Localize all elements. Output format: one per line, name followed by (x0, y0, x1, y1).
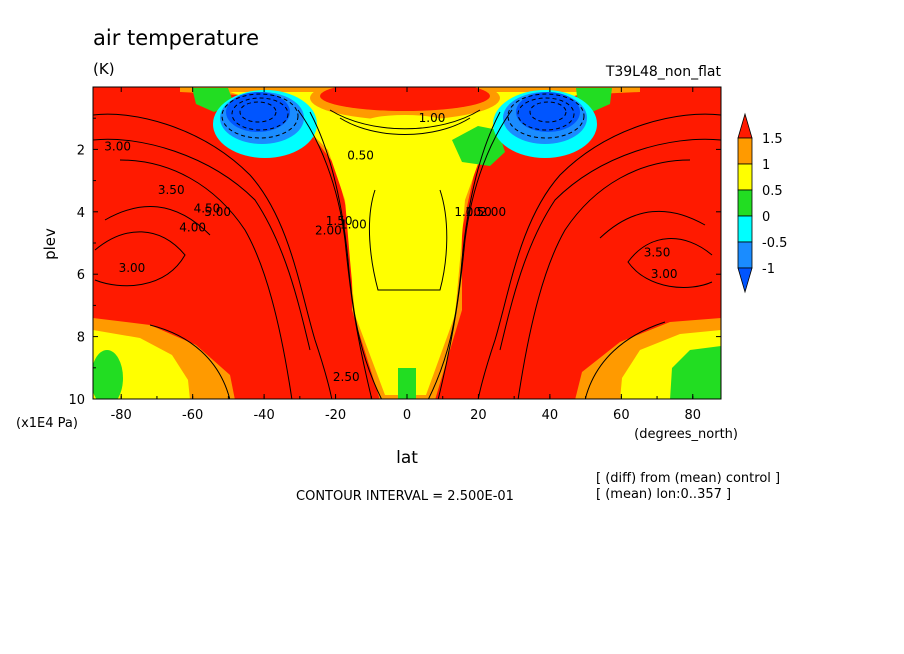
field-region (452, 126, 505, 166)
contour-label: 1.00 (454, 205, 481, 219)
contour-line (93, 138, 311, 351)
contour-labels: 3.003.504.004.505.003.001.001.502.000.50… (104, 111, 677, 384)
contour-label: 2.00 (315, 224, 342, 238)
y-axis: 2 4 6 8 10 (68, 117, 721, 408)
x-axis-label: lat (396, 448, 418, 468)
contour-line (599, 210, 706, 239)
contour-line (584, 321, 666, 399)
x-tick-label: -80 (111, 408, 132, 423)
contour-line (477, 113, 721, 399)
y-tick-label: 6 (77, 268, 85, 283)
colorbar-bin (737, 215, 753, 243)
field-region (398, 368, 416, 399)
x-tick-label: 20 (470, 408, 487, 423)
run-label: T39L48_non_flat (605, 64, 722, 80)
contour-label: 3.00 (119, 261, 146, 275)
contour-label: 2.50 (333, 370, 360, 384)
contour-line (517, 97, 575, 131)
note-line-1: [ (diff) from (mean) control ] (596, 471, 780, 486)
colorbar-bin (737, 163, 753, 191)
field-region (320, 87, 490, 111)
contour-label: 4.00 (179, 220, 206, 234)
contour-line (529, 101, 567, 123)
chart-units: (K) (93, 60, 115, 78)
contour-line (149, 324, 231, 399)
contour-label: 3.00 (104, 139, 131, 153)
colorbar-label: -0.5 (762, 236, 787, 251)
contour-line (507, 93, 585, 139)
x-axis-units: (degrees_north) (634, 427, 738, 442)
y-tick-label: 2 (77, 143, 85, 158)
contour-label: 4.50 (194, 202, 221, 216)
contour-line (104, 206, 211, 236)
y-axis-units: (x1E4 Pa) (16, 416, 78, 431)
plot-area (93, 87, 721, 399)
x-tick-label: 80 (685, 408, 702, 423)
note-line-2: [ (mean) lon:0..357 ] (596, 487, 731, 502)
colorbar-label: 1.5 (762, 132, 783, 147)
contour-line (309, 111, 383, 399)
field-region (226, 92, 290, 132)
field-top-warm-band (310, 87, 500, 131)
contour-line (221, 93, 299, 139)
y-tick-label: 8 (77, 331, 85, 346)
colorbar-label: 0.5 (762, 184, 783, 199)
contour-line (517, 159, 691, 399)
colorbar-bin (737, 112, 753, 139)
contour-label: 3.50 (644, 245, 671, 259)
contour-line (437, 109, 513, 399)
field-region (516, 92, 580, 132)
colorbar-bin (737, 189, 753, 217)
contour-label: 3.00 (651, 267, 678, 281)
contour-line (231, 97, 289, 131)
field-region (363, 115, 447, 131)
y-tick-label: 10 (68, 393, 85, 408)
x-tick-label: 60 (613, 408, 630, 423)
x-tick-label: -60 (182, 408, 203, 423)
contour-lines (93, 109, 721, 399)
contour-label: 0.50 (347, 149, 374, 163)
y-tick-label: 4 (77, 206, 85, 221)
colorbar-bin (737, 137, 753, 165)
colorbar-label: -1 (762, 262, 775, 277)
contour-label: 5.00 (204, 205, 231, 219)
field-green-regions (93, 88, 721, 399)
contour-line (94, 231, 186, 287)
colorbar-label: 0 (762, 210, 770, 225)
contour-line (93, 113, 333, 399)
contour-line (297, 109, 373, 399)
colorbar: 1.5 1 0.5 0 -0.5 -1 (737, 112, 787, 294)
x-tick-label: 0 (403, 408, 411, 423)
contour-line (329, 109, 481, 130)
contour-line (627, 238, 713, 288)
field-region (93, 350, 123, 399)
x-tick-label: -20 (325, 408, 346, 423)
chart-title: air temperature (93, 26, 259, 50)
contour-line (368, 189, 448, 291)
contour-lines-negative (221, 93, 585, 139)
contour-label: 1.00 (419, 111, 446, 125)
contour-label: 3.50 (158, 183, 185, 197)
contour-line (427, 111, 501, 399)
field-region (230, 92, 588, 395)
x-tick-label: -40 (253, 408, 274, 423)
x-tick-label: 40 (542, 408, 559, 423)
colorbar-bin (737, 267, 753, 294)
contour-interval: CONTOUR INTERVAL = 2.500E-01 (296, 489, 514, 504)
field-region (670, 346, 721, 399)
y-axis-label: plev (41, 228, 59, 260)
contour-line (339, 117, 471, 135)
contour-label: 1.50 (326, 214, 353, 228)
contour-line (499, 138, 721, 351)
contour-label: 2.00 (479, 205, 506, 219)
x-axis: -80 -60 -40 -20 0 20 40 60 80 (111, 87, 701, 423)
contour-label: 1.50 (465, 205, 492, 219)
colorbar-label: 1 (762, 158, 770, 173)
contour-line (239, 101, 277, 123)
colorbar-bin (737, 241, 753, 269)
contour-label: 1.00 (340, 217, 367, 231)
contour-line (119, 159, 293, 399)
